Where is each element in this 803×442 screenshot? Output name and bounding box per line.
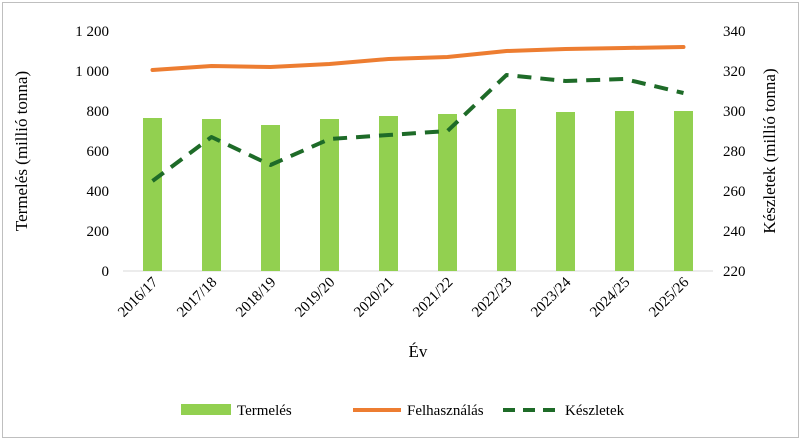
- bar-termeles: [320, 119, 339, 271]
- bar-termeles: [202, 119, 221, 271]
- y-axis-title: Termelés (millió tonna): [12, 71, 31, 231]
- x-tick-label: 2020/21: [351, 275, 397, 321]
- bar-termeles: [143, 118, 162, 271]
- y-tick-label: 800: [87, 104, 110, 120]
- bar-termeles: [615, 111, 634, 271]
- legend-swatch-termeles: [181, 404, 231, 415]
- legend-label-keszletek: Készletek: [565, 403, 625, 419]
- x-tick-label: 2019/20: [292, 275, 338, 321]
- legend-label-felhasznalas: Felhasználás: [407, 403, 484, 419]
- y-tick-label: 1 200: [75, 24, 109, 40]
- x-tick-label: 2017/18: [174, 275, 220, 321]
- legend-label-termeles: Termelés: [237, 403, 292, 419]
- y-tick-label: 0: [102, 264, 110, 280]
- line-felhasznalas: [150, 45, 686, 72]
- x-tick-label: 2022/23: [469, 275, 515, 321]
- y2-axis-title: Készletek (millió tonna): [760, 68, 779, 233]
- y2-tick-label: 260: [723, 184, 746, 200]
- x-tick-label: 2023/24: [528, 274, 574, 320]
- y2-tick-label: 320: [723, 64, 746, 80]
- x-tick-label: 2016/17: [115, 274, 161, 320]
- x-tick-label: 2018/19: [233, 275, 279, 321]
- bar-termeles: [497, 109, 516, 271]
- bar-termeles: [261, 125, 280, 271]
- chart-frame: 0 200 400 600 800 1 000 1 200 220 240 260 280 300 32…: [2, 2, 799, 438]
- x-axis-title: Év: [409, 342, 428, 361]
- x-tick-label: 2021/22: [410, 275, 456, 321]
- y2-tick-label: 240: [723, 224, 746, 240]
- y2-tick-label: 280: [723, 144, 746, 160]
- chart-svg: 0 200 400 600 800 1 000 1 200 220 240 260 280 300 32…: [12, 24, 779, 419]
- bar-termeles: [674, 111, 693, 271]
- y2-tick-label: 300: [723, 104, 746, 120]
- line-keszletek: [151, 73, 684, 183]
- x-tick-label: 2024/25: [587, 275, 633, 321]
- y-tick-label: 1 000: [75, 64, 109, 80]
- x-tick-label: 2025/26: [646, 274, 692, 320]
- y2-tick-label: 220: [723, 264, 746, 280]
- y-tick-label: 600: [87, 144, 110, 160]
- bar-termeles: [556, 112, 575, 271]
- y-tick-label: 400: [87, 184, 110, 200]
- y2-tick-label: 340: [723, 24, 746, 40]
- y-tick-label: 200: [87, 224, 110, 240]
- bar-termeles: [379, 116, 398, 271]
- bar-termeles: [438, 114, 457, 271]
